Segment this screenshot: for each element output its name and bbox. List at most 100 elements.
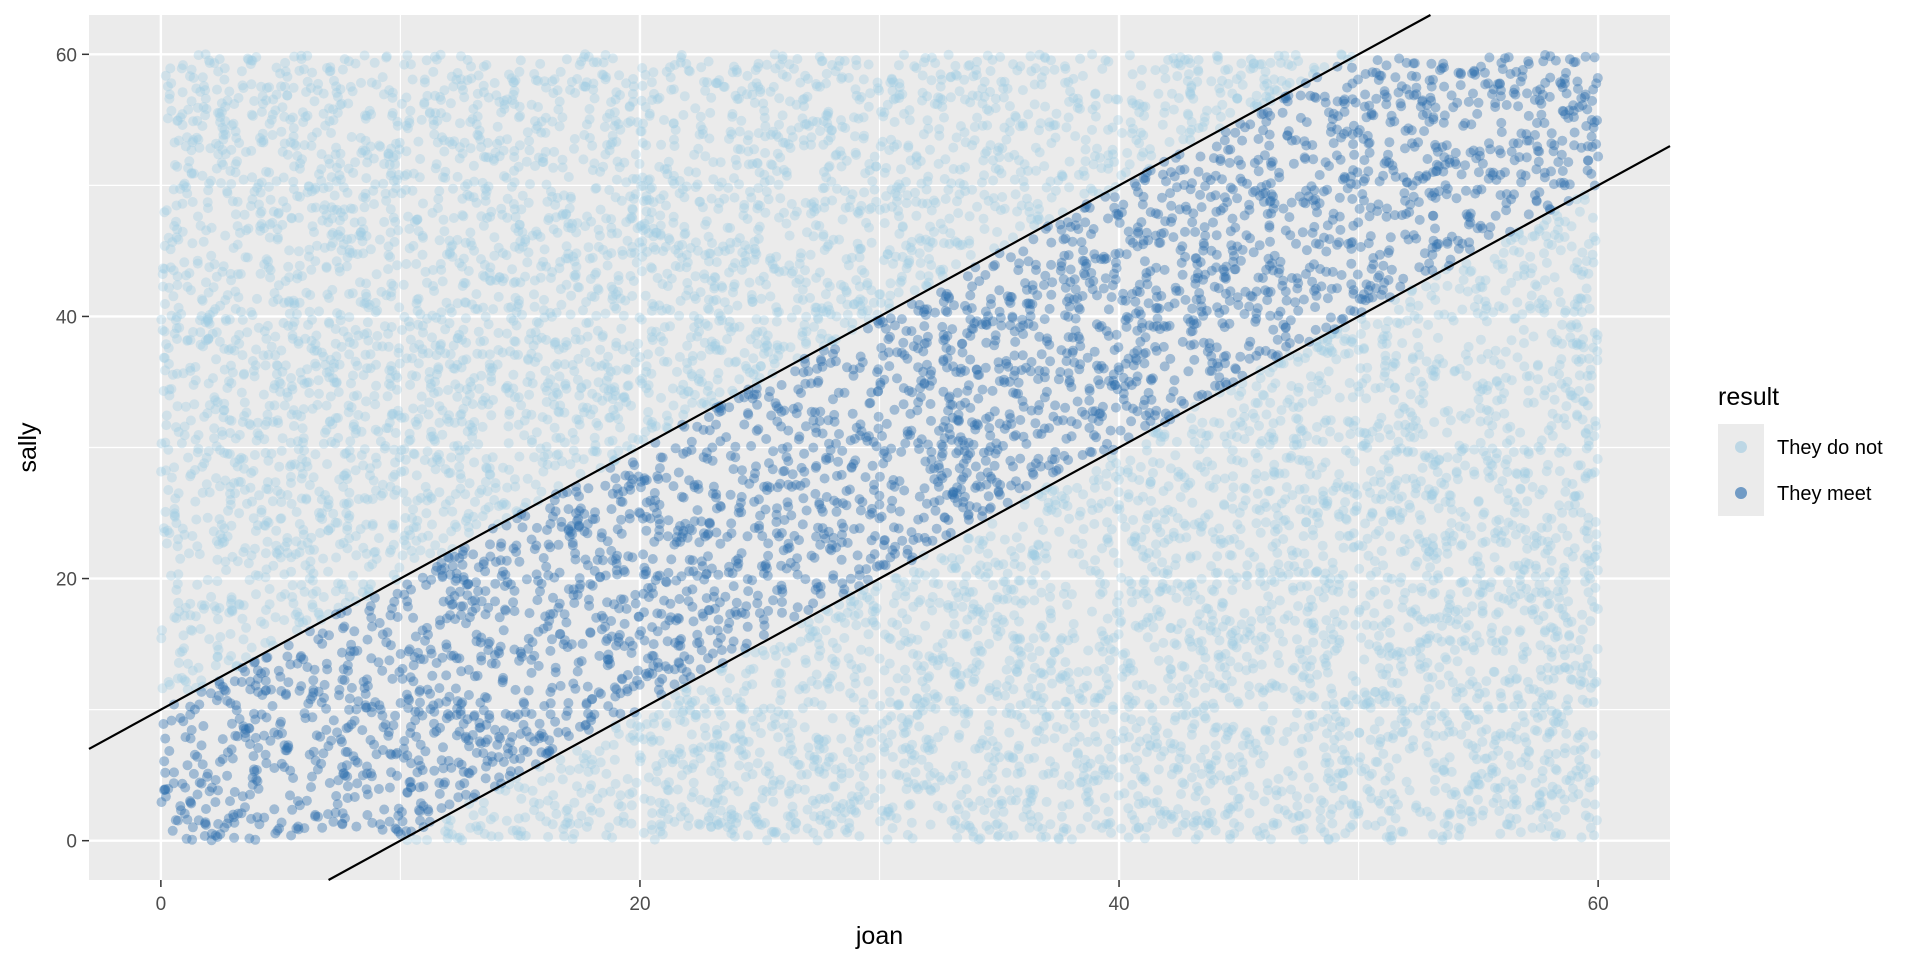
point-they-do-not [1082, 783, 1093, 794]
point-they-do-not [1061, 824, 1072, 834]
point-they-do-not [812, 632, 823, 643]
point-they-do-not [1147, 715, 1158, 726]
point-they-do-not [1506, 335, 1517, 346]
point-they-do-not [985, 531, 996, 542]
point-they-do-not [503, 421, 514, 432]
point-they-do-not [1306, 690, 1317, 701]
point-they-do-not [402, 50, 413, 61]
point-they-do-not [408, 504, 419, 515]
point-they-do-not [563, 172, 574, 182]
point-they-do-not [1049, 768, 1060, 778]
point-they-do-not [1103, 124, 1114, 135]
point-they-do-not [713, 203, 724, 214]
point-they-do-not [583, 766, 594, 777]
point-they-do-not [1151, 539, 1161, 550]
point-they-do-not [977, 120, 988, 131]
point-they-do-not [1030, 690, 1041, 701]
point-they-do-not [226, 144, 237, 155]
point-they-do-not [1340, 497, 1351, 508]
point-they-do-not [347, 86, 358, 97]
point-they-do-not [413, 319, 424, 330]
point-they-do-not [1004, 727, 1015, 738]
point-they-do-not [1078, 524, 1089, 535]
point-they-do-not [695, 368, 706, 379]
point-they-do-not [1519, 717, 1530, 728]
point-they-do-not [1157, 557, 1168, 568]
point-they-do-not [243, 223, 254, 234]
point-they-do-not [156, 633, 167, 644]
point-they-do-not [1499, 388, 1510, 399]
point-they-do-not [993, 560, 1004, 571]
point-they-do-not [1040, 570, 1051, 581]
point-they-do-not [914, 248, 925, 259]
point-they-do-not [752, 203, 763, 214]
point-they-do-not [658, 749, 669, 759]
point-they-do-not [1072, 93, 1083, 104]
point-they-do-not [473, 439, 484, 450]
point-they-do-not [1334, 530, 1345, 541]
point-they-do-not [270, 477, 281, 488]
point-they-do-not [1039, 161, 1050, 172]
point-they-do-not [418, 198, 428, 209]
point-they-do-not [1560, 486, 1571, 497]
point-they-do-not [923, 123, 934, 134]
point-they-do-not [420, 481, 431, 492]
point-they-do-not [1489, 667, 1500, 677]
point-they-do-not [1299, 548, 1310, 559]
point-they-do-not [693, 143, 704, 154]
point-they-do-not [1091, 466, 1102, 476]
point-they-do-not [638, 196, 649, 207]
point-they-do-not [1430, 295, 1441, 305]
point-they-do-not [1044, 711, 1055, 722]
point-they-do-not [272, 224, 283, 235]
point-they-do-not [1378, 516, 1389, 527]
point-they-do-not [923, 242, 934, 253]
point-they-do-not [369, 391, 380, 401]
point-they-do-not [1075, 823, 1086, 834]
point-they-do-not [1180, 482, 1191, 493]
point-they-do-not [1337, 744, 1348, 755]
point-they-do-not [822, 111, 833, 121]
point-they-do-not [1010, 110, 1021, 121]
point-they-do-not [1130, 532, 1141, 543]
point-they-do-not [1494, 483, 1504, 494]
point-they-do-not [478, 220, 489, 231]
point-they-do-not [862, 592, 873, 603]
point-they-do-not [615, 790, 626, 801]
point-they-do-not [306, 203, 317, 213]
point-they-do-not [965, 97, 976, 108]
point-they-do-not [1339, 336, 1350, 347]
point-they-do-not [1232, 93, 1243, 104]
point-they-do-not [1430, 366, 1441, 377]
point-they-do-not [1297, 733, 1308, 744]
point-they-do-not [401, 92, 412, 103]
point-they-do-not [499, 99, 510, 110]
point-they-do-not [1558, 569, 1569, 580]
point-they-do-not [913, 597, 924, 608]
point-they-do-not [1385, 627, 1396, 638]
point-they-do-not [688, 759, 699, 770]
point-they-do-not [1495, 828, 1506, 839]
point-they-do-not [929, 689, 940, 700]
point-they-do-not [1576, 354, 1587, 364]
point-they-do-not [1298, 834, 1309, 845]
point-they-do-not [369, 57, 380, 68]
point-they-do-not [197, 72, 208, 83]
point-they-do-not [1534, 489, 1545, 500]
point-they-do-not [197, 487, 208, 498]
point-they-do-not [802, 823, 813, 834]
point-they-do-not [892, 191, 903, 202]
point-they-do-not [987, 518, 998, 529]
point-they-do-not [1133, 622, 1144, 633]
point-they-do-not [287, 112, 298, 123]
point-they-do-not [1477, 608, 1488, 619]
point-they-do-not [1577, 624, 1588, 635]
point-they-do-not [1064, 780, 1075, 791]
point-they-do-not [309, 96, 320, 107]
point-they-do-not [385, 252, 396, 263]
point-they-do-not [514, 66, 525, 77]
point-they-do-not [760, 148, 771, 158]
point-they-do-not [1301, 517, 1312, 528]
point-they-do-not [809, 754, 820, 765]
point-they-do-not [981, 820, 992, 831]
